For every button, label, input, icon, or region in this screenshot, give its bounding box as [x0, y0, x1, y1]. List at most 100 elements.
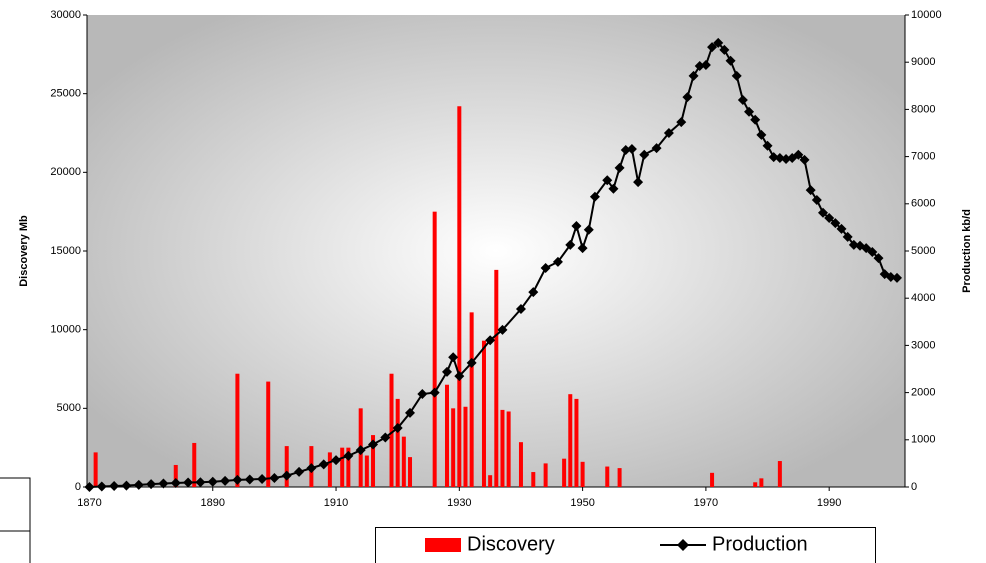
- bar: [457, 106, 462, 488]
- bar: [488, 475, 493, 487]
- marker: [577, 243, 588, 254]
- marker: [109, 481, 120, 492]
- marker: [633, 177, 644, 188]
- y2-tick-label: 1000: [911, 434, 935, 446]
- marker: [583, 224, 594, 235]
- marker: [750, 114, 761, 125]
- x-tick-label: 1930: [447, 497, 471, 509]
- y2-axis-title: Production kb/d: [961, 209, 973, 293]
- bar: [93, 452, 98, 487]
- marker: [343, 450, 354, 461]
- bar: [371, 435, 376, 487]
- marker: [626, 144, 637, 155]
- marker: [571, 220, 582, 231]
- bar: [389, 373, 394, 487]
- bar: [432, 211, 437, 487]
- bar: [568, 394, 573, 487]
- marker: [639, 149, 650, 160]
- bar: [777, 461, 782, 487]
- bar: [444, 384, 449, 487]
- marker: [183, 477, 194, 488]
- x-tick-label: 1910: [324, 497, 348, 509]
- bar: [562, 458, 567, 487]
- marker: [429, 387, 440, 398]
- marker: [688, 70, 699, 81]
- marker: [842, 231, 853, 242]
- bar: [346, 447, 351, 487]
- bar: [192, 442, 197, 487]
- bar: [481, 340, 486, 487]
- marker: [195, 477, 206, 488]
- marker: [146, 479, 157, 490]
- bar: [617, 468, 622, 487]
- legend-label: Discovery: [467, 533, 555, 555]
- y-tick-label: 15000: [50, 245, 81, 257]
- legend-marker: [677, 539, 689, 551]
- marker: [614, 162, 625, 173]
- y2-tick-label: 2000: [911, 387, 935, 399]
- marker: [805, 185, 816, 196]
- marker: [824, 212, 835, 223]
- y2-tick-label: 5000: [911, 245, 935, 257]
- marker: [756, 129, 767, 140]
- bar: [469, 312, 474, 487]
- bar: [753, 482, 758, 487]
- marker: [799, 154, 810, 165]
- marker: [818, 207, 829, 218]
- bar: [395, 398, 400, 487]
- y-tick-label: 20000: [50, 166, 81, 178]
- bar: [401, 436, 406, 487]
- marker: [793, 149, 804, 160]
- y2-tick-label: 7000: [911, 151, 935, 163]
- marker: [220, 475, 231, 486]
- marker: [725, 55, 736, 66]
- bar: [494, 269, 499, 487]
- marker: [232, 474, 243, 485]
- x-tick-label: 1870: [77, 497, 101, 509]
- marker: [121, 480, 132, 491]
- bar: [531, 472, 536, 487]
- marker: [768, 152, 779, 163]
- marker: [737, 94, 748, 105]
- marker: [355, 445, 366, 456]
- marker: [552, 256, 563, 267]
- marker: [731, 70, 742, 81]
- bar: [235, 373, 240, 487]
- bar: [408, 457, 413, 487]
- marker: [441, 366, 452, 377]
- marker: [811, 195, 822, 206]
- marker: [497, 324, 508, 335]
- bar: [543, 463, 548, 487]
- marker: [719, 44, 730, 55]
- marker: [830, 218, 841, 229]
- bar: [364, 455, 369, 487]
- y2-tick-label: 9000: [911, 56, 935, 68]
- y2-tick-label: 3000: [911, 339, 935, 351]
- bar: [173, 464, 178, 487]
- bar: [605, 466, 610, 487]
- marker: [713, 37, 724, 48]
- bar: [506, 411, 511, 487]
- marker: [170, 477, 181, 488]
- marker: [744, 106, 755, 117]
- marker: [848, 239, 859, 250]
- marker: [405, 407, 416, 418]
- y-axis-title: Discovery Mb: [18, 215, 30, 287]
- y2-tick-label: 6000: [911, 198, 935, 210]
- x-tick-label: 1970: [694, 497, 718, 509]
- marker: [663, 128, 674, 138]
- marker: [281, 470, 292, 481]
- y2-tick-label: 0: [911, 481, 917, 493]
- marker: [589, 191, 600, 202]
- y-tick-label: 5000: [57, 402, 81, 414]
- y-tick-label: 10000: [50, 324, 81, 336]
- marker: [700, 60, 711, 71]
- marker: [836, 223, 847, 234]
- marker: [781, 153, 792, 164]
- bar: [500, 409, 505, 487]
- marker: [368, 439, 379, 450]
- marker: [682, 92, 693, 103]
- bar: [327, 452, 332, 487]
- x-tick-label: 1890: [201, 497, 225, 509]
